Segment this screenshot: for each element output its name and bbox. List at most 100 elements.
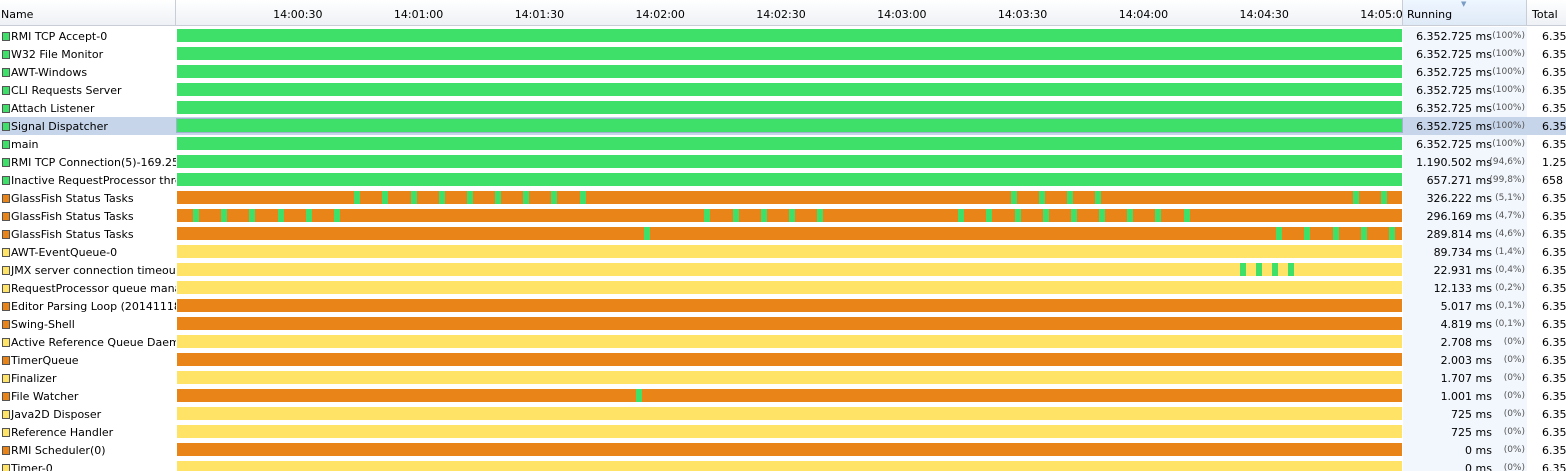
thread-timeline-bar[interactable] bbox=[177, 245, 1402, 258]
thread-timeline-bar[interactable] bbox=[177, 461, 1402, 471]
total-time: 6.352 bbox=[1542, 84, 1566, 97]
running-segment bbox=[495, 191, 502, 204]
thread-row[interactable]: RequestProcessor queue manager 12.133 ms(… bbox=[0, 279, 1566, 297]
thread-row[interactable]: Reference Handler 725 ms (0%) 6.352 bbox=[0, 423, 1566, 441]
thread-state-icon bbox=[2, 338, 10, 347]
total-column-header[interactable]: Total bbox=[1527, 0, 1566, 26]
thread-timeline-bar[interactable] bbox=[177, 407, 1402, 420]
running-time-cell: 1.707 ms (0%) bbox=[1403, 369, 1527, 387]
running-percent: (100%) bbox=[1492, 121, 1525, 131]
thread-state-icon bbox=[2, 302, 10, 311]
thread-timeline-bar[interactable] bbox=[177, 155, 1402, 168]
thread-timeline-bar[interactable] bbox=[177, 29, 1402, 42]
running-segment bbox=[986, 209, 993, 222]
thread-name-cell: W32 File Monitor bbox=[0, 45, 176, 63]
thread-row[interactable]: Editor Parsing Loop (20141118190 5.017 ms… bbox=[0, 297, 1566, 315]
thread-timeline-bar[interactable] bbox=[177, 317, 1402, 330]
thread-timeline-bar[interactable] bbox=[177, 335, 1402, 348]
thread-row[interactable]: RMI TCP Accept-0 6.352.725 ms(100%) 6.352 bbox=[0, 27, 1566, 45]
thread-timeline-bar[interactable] bbox=[177, 263, 1402, 276]
thread-name-cell: Inactive RequestProcessor thread bbox=[0, 171, 176, 189]
thread-timeline-bar[interactable] bbox=[177, 47, 1402, 60]
running-time: 4.819 ms bbox=[1440, 318, 1492, 331]
thread-row[interactable]: W32 File Monitor 6.352.725 ms(100%) 6.352 bbox=[0, 45, 1566, 63]
thread-timeline-bar[interactable] bbox=[177, 209, 1402, 222]
thread-row[interactable]: Finalizer 1.707 ms (0%) 6.352 bbox=[0, 369, 1566, 387]
thread-row[interactable]: File Watcher 1.001 ms (0%) 6.352 bbox=[0, 387, 1566, 405]
running-percent: (0%) bbox=[1503, 445, 1525, 455]
running-segment bbox=[334, 209, 341, 222]
thread-state-icon bbox=[2, 194, 10, 203]
thread-row[interactable]: AWT-Windows 6.352.725 ms(100%) 6.352 bbox=[0, 63, 1566, 81]
running-time-cell: 1.001 ms (0%) bbox=[1403, 387, 1527, 405]
thread-row[interactable]: GlassFish Status Tasks 326.222 ms (5,1%) 6.… bbox=[0, 189, 1566, 207]
thread-row[interactable]: RMI TCP Connection(5)-169.254.1 1.190.502… bbox=[0, 153, 1566, 171]
thread-name-cell: GlassFish Status Tasks bbox=[0, 189, 176, 207]
thread-row[interactable]: AWT-EventQueue-0 89.734 ms(1,4%) 6.352 bbox=[0, 243, 1566, 261]
total-time-cell: 6.352 bbox=[1527, 351, 1566, 369]
thread-name: Timer-0 bbox=[11, 462, 53, 471]
running-percent: (4,6%) bbox=[1495, 229, 1525, 239]
thread-state-icon bbox=[2, 446, 10, 455]
total-time: 6.352 bbox=[1542, 66, 1566, 79]
thread-timeline-bar[interactable] bbox=[176, 118, 1403, 133]
thread-name-cell: GlassFish Status Tasks bbox=[0, 207, 176, 225]
name-column-header[interactable]: Name bbox=[0, 0, 176, 26]
thread-name-cell: main bbox=[0, 135, 176, 153]
total-time: 6.352 bbox=[1542, 354, 1566, 367]
thread-timeline-bar[interactable] bbox=[177, 65, 1402, 78]
thread-name: RMI Scheduler(0) bbox=[11, 444, 106, 457]
thread-timeline-bar[interactable] bbox=[177, 137, 1402, 150]
thread-timeline-bar[interactable] bbox=[177, 83, 1402, 96]
timeline-header[interactable]: 14:00:30 14:01:00 14:01:30 14:02:00 14:02:30… bbox=[176, 0, 1410, 26]
running-segment bbox=[221, 209, 228, 222]
thread-name: Java2D Disposer bbox=[11, 408, 102, 421]
thread-row[interactable]: main 6.352.725 ms(100%) 6.352 bbox=[0, 135, 1566, 153]
running-segment bbox=[789, 209, 796, 222]
thread-name: Inactive RequestProcessor thread bbox=[11, 174, 176, 187]
thread-row[interactable]: Attach Listener 6.352.725 ms(100%) 6.352 bbox=[0, 99, 1566, 117]
thread-timeline-bar[interactable] bbox=[177, 173, 1402, 186]
running-percent: (100%) bbox=[1492, 85, 1525, 95]
thread-timeline-bar[interactable] bbox=[177, 389, 1402, 402]
running-percent: (0%) bbox=[1503, 463, 1525, 471]
thread-timeline-bar[interactable] bbox=[177, 425, 1402, 438]
total-time: 658 bbox=[1542, 174, 1563, 187]
running-segment bbox=[354, 191, 361, 204]
thread-row[interactable]: Active Reference Queue Daemon 2.708 ms (0%… bbox=[0, 333, 1566, 351]
thread-row[interactable]: Inactive RequestProcessor thread 657.271 … bbox=[0, 171, 1566, 189]
running-time: 289.814 ms bbox=[1426, 228, 1492, 241]
thread-timeline-bar[interactable] bbox=[177, 443, 1402, 456]
running-column-header[interactable]: ▼ Running bbox=[1403, 0, 1527, 26]
thread-row[interactable]: Swing-Shell 4.819 ms(0,1%) 6.352 bbox=[0, 315, 1566, 333]
thread-row[interactable]: Timer-0 0 ms (0%) 6.352 bbox=[0, 459, 1566, 471]
thread-row[interactable]: Signal Dispatcher 6.352.725 ms(100%) 6.352 bbox=[0, 117, 1566, 135]
thread-row[interactable]: GlassFish Status Tasks 289.814 ms (4,6%) 6.… bbox=[0, 225, 1566, 243]
thread-name: Active Reference Queue Daemon bbox=[11, 336, 176, 349]
running-percent: (0%) bbox=[1503, 337, 1525, 347]
thread-row[interactable]: GlassFish Status Tasks 296.169 ms (4,7%) 6.… bbox=[0, 207, 1566, 225]
running-segment bbox=[1332, 227, 1339, 240]
running-percent: (0%) bbox=[1503, 391, 1525, 401]
thread-row[interactable]: CLI Requests Server 6.352.725 ms (100%) 6.3… bbox=[0, 81, 1566, 99]
thread-timeline-bar[interactable] bbox=[177, 227, 1402, 240]
thread-timeline-bar[interactable] bbox=[177, 299, 1402, 312]
thread-timeline-bar[interactable] bbox=[177, 281, 1402, 294]
timeline-tick-label: 14:05:00 bbox=[1360, 8, 1410, 21]
thread-timeline-bar[interactable] bbox=[177, 353, 1402, 366]
thread-row[interactable]: RMI Scheduler(0) 0 ms (0%) 6.352 bbox=[0, 441, 1566, 459]
thread-timeline-bar[interactable] bbox=[177, 101, 1402, 114]
thread-row[interactable]: Java2D Disposer 725 ms (0%) 6.352 bbox=[0, 405, 1566, 423]
thread-state-icon bbox=[2, 248, 10, 257]
running-segment bbox=[1352, 191, 1359, 204]
total-time-cell: 6.352 bbox=[1527, 207, 1566, 225]
thread-name: JMX server connection timeout 99 bbox=[11, 264, 176, 277]
running-time-cell: 296.169 ms (4,7%) bbox=[1403, 207, 1527, 225]
thread-timeline-bar[interactable] bbox=[177, 371, 1402, 384]
running-time: 6.352.725 ms bbox=[1416, 138, 1492, 151]
running-time: 6.352.725 ms bbox=[1416, 30, 1492, 43]
thread-row[interactable]: TimerQueue 2.003 ms (0%) 6.352 bbox=[0, 351, 1566, 369]
thread-timeline-bar[interactable] bbox=[177, 191, 1402, 204]
thread-row[interactable]: JMX server connection timeout 99 22.931 m… bbox=[0, 261, 1566, 279]
